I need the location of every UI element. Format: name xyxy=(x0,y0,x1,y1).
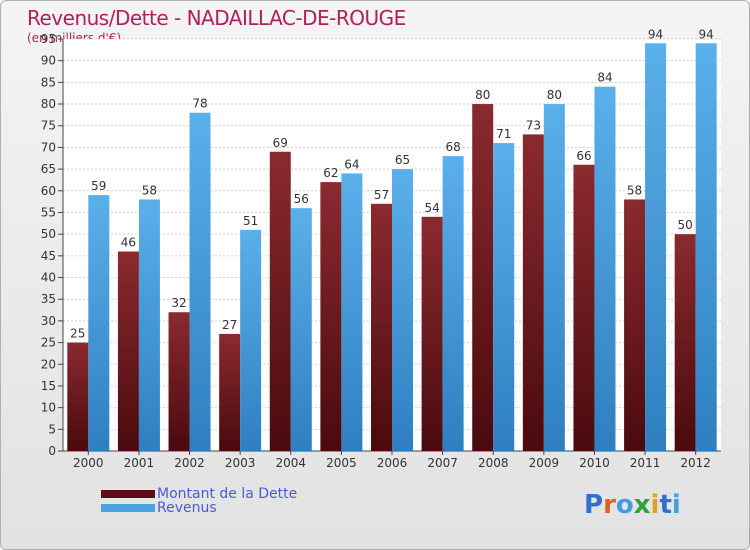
legend-swatch-dette xyxy=(101,490,155,498)
y-tick-label: 70 xyxy=(41,140,56,154)
x-tick-label: 2012 xyxy=(680,456,711,470)
bar-revenus xyxy=(493,143,515,451)
data-label-dette: 25 xyxy=(70,327,85,341)
y-tick-label: 60 xyxy=(41,184,56,198)
y-tick-label: 85 xyxy=(41,75,56,89)
x-tick-label: 2005 xyxy=(326,456,357,470)
y-tick-label: 35 xyxy=(41,292,56,306)
bar-revenus xyxy=(290,208,312,451)
bar-dette xyxy=(219,333,241,451)
data-label-revenus: 68 xyxy=(445,140,460,154)
bar-dette xyxy=(421,216,443,451)
data-label-revenus: 94 xyxy=(699,27,714,41)
y-tick-label: 90 xyxy=(41,54,56,68)
y-tick-label: 5 xyxy=(48,422,56,436)
data-label-revenus: 58 xyxy=(142,183,157,197)
data-label-dette: 80 xyxy=(475,88,490,102)
data-label-revenus: 59 xyxy=(91,179,106,193)
chart-title: Revenus/Dette - NADAILLAC-DE-ROUGE xyxy=(27,6,406,30)
x-tick-label: 2004 xyxy=(275,456,306,470)
x-tick-label: 2011 xyxy=(630,456,661,470)
data-label-dette: 46 xyxy=(121,236,136,250)
bar-revenus xyxy=(88,195,110,451)
y-tick-label: 25 xyxy=(41,336,56,350)
bar-dette xyxy=(674,234,696,451)
x-tick-label: 2010 xyxy=(579,456,610,470)
bar-revenus xyxy=(341,173,363,451)
data-label-dette: 54 xyxy=(424,201,439,215)
data-label-revenus: 80 xyxy=(547,88,562,102)
data-label-revenus: 78 xyxy=(192,97,207,111)
x-tick-label: 2002 xyxy=(174,456,205,470)
bar-dette xyxy=(117,251,139,451)
bar-dette xyxy=(67,342,89,451)
data-label-revenus: 84 xyxy=(597,71,612,85)
y-tick-label: 50 xyxy=(41,227,56,241)
legend-swatch-revenus xyxy=(101,504,155,512)
bar-revenus xyxy=(594,86,616,451)
data-label-dette: 69 xyxy=(273,136,288,150)
bar-dette xyxy=(320,182,342,451)
data-label-revenus: 94 xyxy=(648,27,663,41)
data-label-revenus: 51 xyxy=(243,214,258,228)
bar-dette xyxy=(168,312,190,451)
data-label-dette: 66 xyxy=(576,149,591,163)
data-label-revenus: 56 xyxy=(294,192,309,206)
y-tick-label: 20 xyxy=(41,357,56,371)
y-tick-label: 10 xyxy=(41,401,56,415)
bar-revenus xyxy=(645,43,667,451)
x-tick-label: 2000 xyxy=(73,456,104,470)
bar-revenus xyxy=(189,112,211,451)
y-tick-label: 15 xyxy=(41,379,56,393)
x-tick-label: 2001 xyxy=(124,456,155,470)
y-tick-label: 80 xyxy=(41,97,56,111)
data-label-revenus: 65 xyxy=(395,153,410,167)
y-tick-label: 40 xyxy=(41,271,56,285)
bar-dette xyxy=(624,199,646,451)
x-tick-label: 2007 xyxy=(427,456,458,470)
y-tick-label: 0 xyxy=(48,444,56,458)
proxiti-logo: Proxiti xyxy=(584,490,681,520)
y-tick-label: 55 xyxy=(41,205,56,219)
legend-label-dette: Montant de la Dette xyxy=(157,486,298,502)
y-tick-label: 30 xyxy=(41,314,56,328)
bar-dette xyxy=(522,134,544,451)
bar-dette xyxy=(472,104,494,451)
y-tick-label: 75 xyxy=(41,119,56,133)
data-label-revenus: 64 xyxy=(344,157,359,171)
x-tick-label: 2003 xyxy=(225,456,256,470)
data-label-dette: 50 xyxy=(678,218,693,232)
bar-revenus xyxy=(442,156,464,452)
bar-revenus xyxy=(138,199,160,451)
data-label-dette: 32 xyxy=(171,296,186,310)
data-label-revenus: 71 xyxy=(496,127,511,141)
y-tick-label: 95 xyxy=(41,32,56,46)
bar-dette xyxy=(371,203,392,451)
y-tick-label: 65 xyxy=(41,162,56,176)
bar-dette xyxy=(573,164,595,451)
data-label-dette: 73 xyxy=(526,118,541,132)
data-label-dette: 62 xyxy=(323,166,338,180)
data-label-dette: 27 xyxy=(222,318,237,332)
x-tick-label: 2006 xyxy=(377,456,408,470)
bar-revenus xyxy=(392,169,413,451)
y-tick-label: 45 xyxy=(41,249,56,263)
bar-revenus xyxy=(695,43,717,451)
bar-revenus xyxy=(240,229,262,451)
x-tick-label: 2009 xyxy=(529,456,560,470)
legend-label-revenus: Revenus xyxy=(157,500,217,516)
bar-dette xyxy=(269,151,291,452)
x-tick-label: 2008 xyxy=(478,456,509,470)
bar-revenus xyxy=(543,104,565,451)
data-label-dette: 57 xyxy=(374,188,389,202)
data-label-dette: 58 xyxy=(627,183,642,197)
